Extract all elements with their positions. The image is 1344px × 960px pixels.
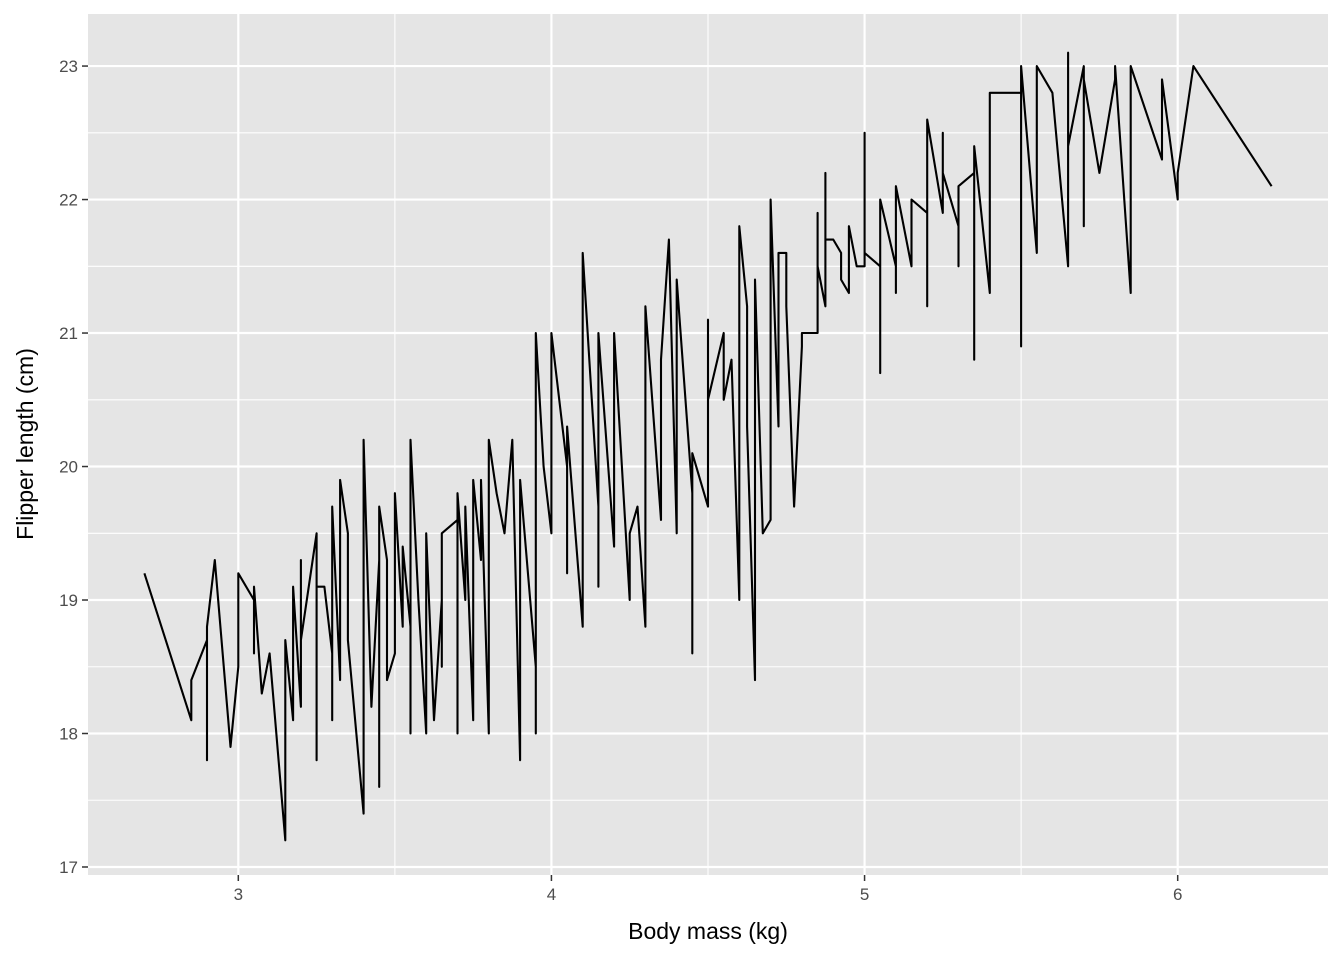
x-tick-label: 3 <box>234 885 243 904</box>
y-tick-label: 22 <box>59 191 78 210</box>
x-tick-label: 4 <box>547 885 556 904</box>
x-tick-label: 5 <box>860 885 869 904</box>
y-axis-title: Flipper length (cm) <box>12 348 38 540</box>
x-tick-label: 6 <box>1173 885 1182 904</box>
y-tick-label: 23 <box>59 57 78 76</box>
y-tick-label: 21 <box>59 324 78 343</box>
series-layer <box>143 51 1273 842</box>
x-axis-title: Body mass (kg) <box>628 918 788 944</box>
y-axis: 17 18 19 20 21 22 23 <box>59 57 88 877</box>
series-line <box>143 51 1273 842</box>
x-axis: 3 4 5 6 <box>234 875 1182 904</box>
y-tick-label: 17 <box>59 858 78 877</box>
y-tick-label: 18 <box>59 725 78 744</box>
y-tick-label: 19 <box>59 591 78 610</box>
y-tick-label: 20 <box>59 458 78 477</box>
